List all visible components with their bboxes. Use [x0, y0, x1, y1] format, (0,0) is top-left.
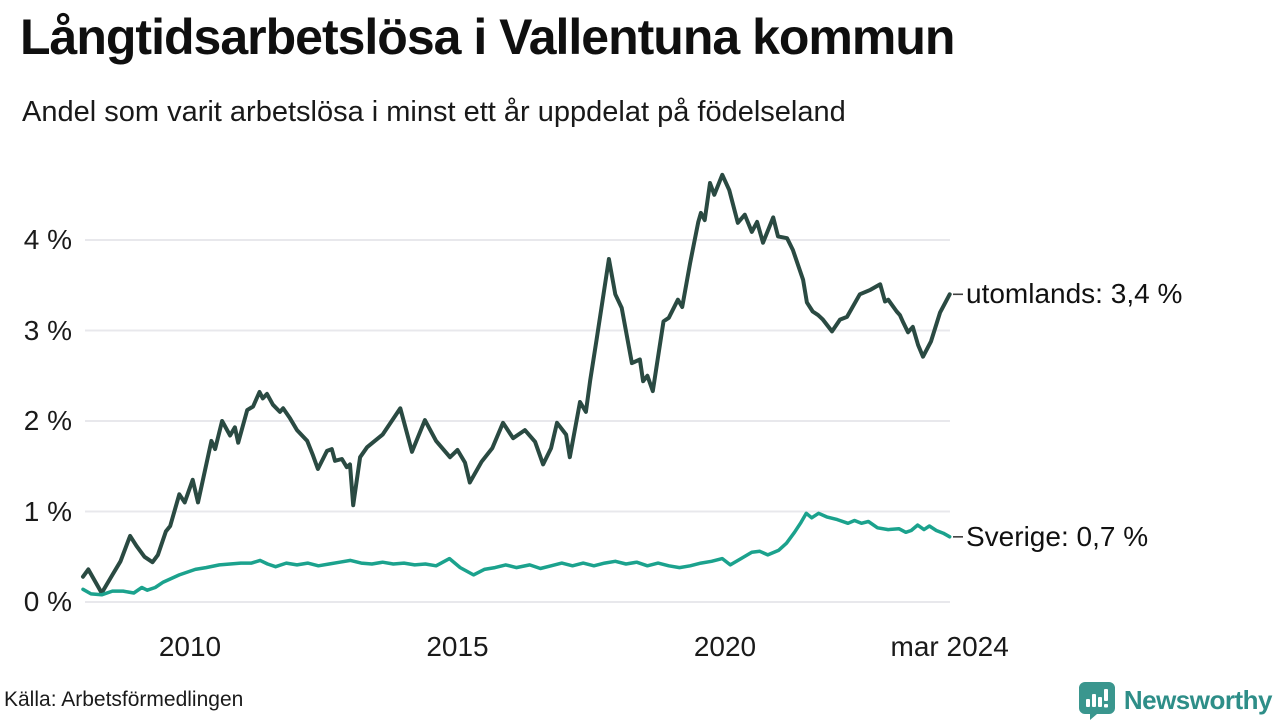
- y-axis-tick-label: 1 %: [23, 495, 72, 527]
- series-line-utomlands: [81, 172, 952, 595]
- newsworthy-logo: Newsworthy: [1077, 680, 1273, 720]
- series-line-Sverige: [81, 511, 952, 597]
- y-axis-tick-label: 0 %: [23, 586, 72, 617]
- x-axis-tick-label: 2010: [158, 631, 222, 662]
- y-axis-tick-label: 4 %: [23, 224, 72, 255]
- y-axis-tick-label: 3 %: [23, 314, 72, 346]
- x-axis-tick-label: 2015: [426, 631, 489, 662]
- page-subtitle: Andel som varit arbetslösa i minst ett å…: [22, 96, 846, 128]
- newsworthy-wordmark: Newsworthy: [1123, 684, 1273, 715]
- series-label-Sverige: Sverige: 0,7 %: [966, 520, 1149, 552]
- series-label-utomlands: utomlands: 3,4 %: [966, 278, 1183, 310]
- source-note: Källa: Arbetsförmedlingen: [4, 688, 244, 711]
- x-axis-tick-label: mar 2024: [890, 631, 1009, 662]
- newsworthy-bubble-chart-icon: [1078, 682, 1115, 720]
- y-axis-tick-label: 2 %: [23, 405, 72, 436]
- page-title: Långtidsarbetslösa i Vallentuna kommun: [20, 9, 955, 65]
- x-axis-tick-label: 2020: [693, 631, 757, 662]
